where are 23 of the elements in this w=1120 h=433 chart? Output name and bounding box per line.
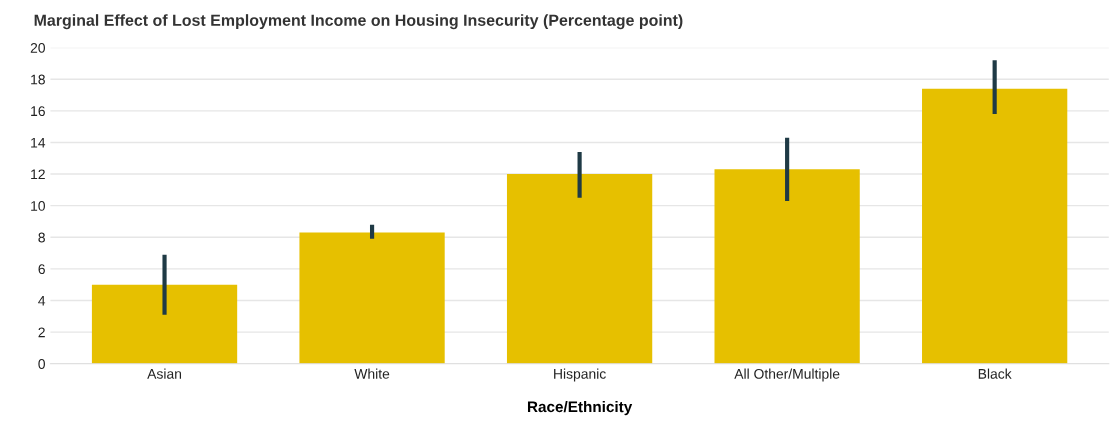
x-tick-label: All Other/Multiple [734, 368, 840, 382]
bar [299, 232, 445, 364]
x-tick-label: White [354, 368, 390, 379]
y-tick-label: 4 [38, 295, 46, 306]
bar [506, 174, 653, 364]
y-tick-label: 16 [31, 106, 45, 117]
y-tick-label: 14 [31, 137, 46, 148]
bar [714, 169, 860, 364]
x-tick-label: Asian [147, 368, 182, 379]
x-tick-label: Black [978, 368, 1012, 379]
bar [91, 284, 238, 364]
y-tick-label: 10 [31, 201, 45, 211]
y-tick-label: 20 [30, 42, 45, 53]
y-tick-label: 6 [38, 264, 45, 275]
chart-title: Marginal Effect of Lost Employment Income on Housing Insecurity (Percentage point) [34, 14, 683, 30]
y-tick-label: 8 [38, 232, 45, 243]
y-tick-label: 2 [38, 327, 45, 338]
x-tick-label: Hispanic [554, 368, 606, 382]
y-tick-label: 12 [31, 169, 45, 180]
x-axis-title: Race/Ethnicity [527, 400, 633, 416]
bar [922, 88, 1068, 364]
y-tick-label: 0 [38, 359, 45, 369]
y-tick-label: 18 [31, 74, 45, 85]
